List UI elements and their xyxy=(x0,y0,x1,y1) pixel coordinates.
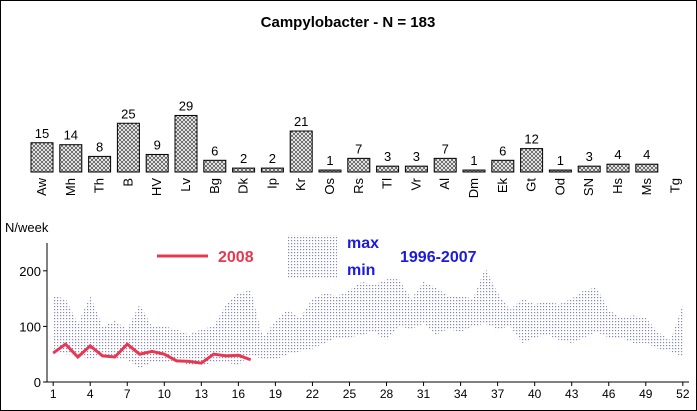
series-line xyxy=(52,342,252,365)
legend-label: max xyxy=(347,235,379,252)
bar xyxy=(347,157,371,173)
bar xyxy=(433,157,457,173)
x-tick-label: Tl xyxy=(380,178,395,189)
bar xyxy=(203,159,227,173)
data-label: 4 xyxy=(614,147,621,162)
data-label: 9 xyxy=(154,137,161,152)
x-tick-label: Od xyxy=(552,178,567,195)
x-tick-label: Dk xyxy=(236,178,251,194)
data-label: 1 xyxy=(326,153,333,168)
data-label: 3 xyxy=(384,149,391,164)
x-tick-label: Kr xyxy=(293,177,308,191)
data-label: 12 xyxy=(524,132,538,147)
legend-label: min xyxy=(347,262,375,279)
bar xyxy=(635,163,659,173)
x-tick-label: Rs xyxy=(351,178,366,194)
x-tick-label: Mh xyxy=(63,178,78,196)
x-tick-label: 40 xyxy=(528,387,542,401)
chart-title: Campylobacter - N = 183 xyxy=(261,14,436,31)
x-tick-label: Gt xyxy=(524,178,539,192)
data-label: 7 xyxy=(355,141,362,156)
data-label: 1 xyxy=(557,153,564,168)
data-label: 7 xyxy=(442,141,449,156)
data-label: 25 xyxy=(121,106,135,121)
x-tick-label: Ms xyxy=(639,178,654,196)
bar xyxy=(174,114,198,173)
x-tick-label: HV xyxy=(149,178,164,196)
x-tick-label: Vr xyxy=(408,177,423,190)
bar xyxy=(289,130,313,173)
data-label: 21 xyxy=(294,114,308,129)
x-tick-label: 52 xyxy=(676,387,690,401)
bar xyxy=(145,153,169,173)
y-tick-label: 200 xyxy=(19,264,41,279)
bar xyxy=(88,155,112,173)
x-tick-label: 4 xyxy=(87,387,94,401)
x-tick-label: 22 xyxy=(306,387,320,401)
data-label: 14 xyxy=(64,128,78,143)
x-tick-label: Al xyxy=(437,178,452,190)
data-label: 15 xyxy=(35,126,49,141)
x-tick-label: Lv xyxy=(178,178,193,192)
bar xyxy=(318,169,342,173)
bar xyxy=(520,148,544,173)
x-tick-label: 46 xyxy=(602,387,616,401)
bar xyxy=(548,169,572,173)
bar xyxy=(116,122,140,173)
data-label: 6 xyxy=(499,143,506,158)
y-tick-label: 100 xyxy=(19,319,41,334)
band-area xyxy=(53,268,683,369)
bar xyxy=(59,144,83,173)
x-tick-label: Ek xyxy=(495,178,510,194)
bar xyxy=(491,159,515,173)
x-tick-label: 49 xyxy=(639,387,653,401)
x-tick-label: Tg xyxy=(668,178,683,193)
x-tick-label: 19 xyxy=(269,387,283,401)
y-tick-label: 0 xyxy=(34,375,41,390)
bar xyxy=(404,165,428,173)
x-tick-label: 13 xyxy=(195,387,209,401)
data-label: 2 xyxy=(269,151,276,166)
legend-label: 2008 xyxy=(218,249,254,266)
data-label: 8 xyxy=(96,139,103,154)
x-tick-label: 1 xyxy=(50,387,57,401)
bar xyxy=(376,165,400,173)
x-tick-label: 25 xyxy=(343,387,357,401)
data-label: 1 xyxy=(470,153,477,168)
bar xyxy=(30,142,54,173)
data-label: 4 xyxy=(643,147,650,162)
x-tick-label: Dm xyxy=(466,178,481,198)
x-tick-label: 7 xyxy=(124,387,131,401)
x-tick-label: SN xyxy=(581,178,596,196)
legend-swatch xyxy=(288,235,337,278)
data-label: 6 xyxy=(211,143,218,158)
x-tick-label: 16 xyxy=(232,387,246,401)
x-tick-label: Bg xyxy=(207,178,222,194)
x-tick-label: 28 xyxy=(380,387,394,401)
y-axis-label: N/week xyxy=(5,220,49,235)
bar xyxy=(260,167,284,173)
legend-label: 1996-2007 xyxy=(400,249,477,266)
bar xyxy=(577,165,601,173)
data-label: 3 xyxy=(413,149,420,164)
x-tick-label: Os xyxy=(322,178,337,195)
data-label: 2 xyxy=(240,151,247,166)
x-tick-label: Ip xyxy=(264,178,279,189)
x-tick-label: 34 xyxy=(454,387,468,401)
x-tick-label: Aw xyxy=(34,177,49,195)
bar xyxy=(606,163,630,173)
bar xyxy=(462,169,486,173)
data-label: 29 xyxy=(179,98,193,113)
bar xyxy=(232,167,256,173)
x-tick-label: 31 xyxy=(417,387,431,401)
x-tick-label: 43 xyxy=(565,387,579,401)
x-tick-label: Hs xyxy=(610,178,625,194)
x-tick-label: 10 xyxy=(158,387,172,401)
data-label: 3 xyxy=(586,149,593,164)
x-tick-label: B xyxy=(120,178,135,187)
x-tick-label: Th xyxy=(92,178,107,193)
x-tick-label: 37 xyxy=(491,387,505,401)
